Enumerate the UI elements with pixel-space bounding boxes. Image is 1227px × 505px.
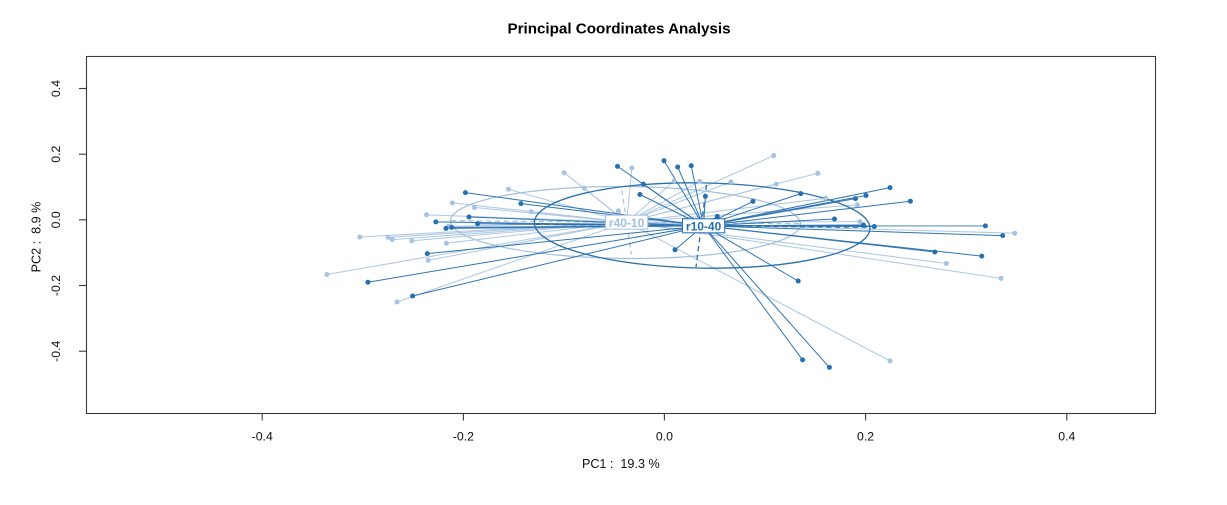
svg-text:0.2: 0.2 (857, 430, 874, 444)
svg-text:-0.2: -0.2 (49, 275, 63, 296)
svg-text:0.4: 0.4 (49, 80, 63, 97)
svg-text:r40-10: r40-10 (609, 216, 645, 230)
svg-text:-0.2: -0.2 (453, 430, 474, 444)
svg-text:0.4: 0.4 (1058, 430, 1075, 444)
svg-text:PC1 : 19.3 %: PC1 : 19.3 % (582, 457, 660, 471)
svg-text:0.0: 0.0 (49, 211, 63, 228)
svg-text:PC2 : 8.9 %: PC2 : 8.9 % (30, 202, 44, 273)
svg-text:Principal Coordinates Analysis: Principal Coordinates Analysis (507, 21, 730, 38)
svg-text:r10-40: r10-40 (686, 220, 722, 234)
svg-text:0.0: 0.0 (656, 430, 673, 444)
svg-text:-0.4: -0.4 (49, 340, 63, 361)
svg-text:-0.4: -0.4 (252, 430, 273, 444)
svg-text:0.2: 0.2 (49, 145, 63, 162)
